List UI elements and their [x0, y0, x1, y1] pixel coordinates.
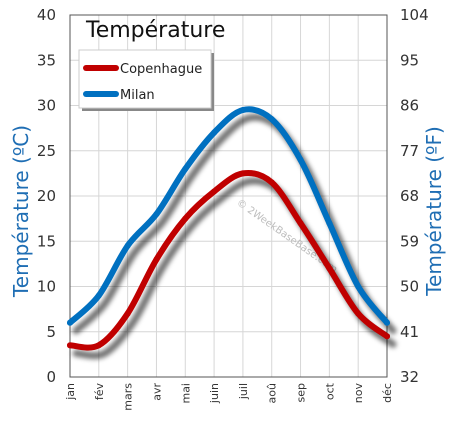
- data-point-copenhague: [355, 310, 362, 317]
- x-tick-label: oct: [323, 382, 336, 400]
- legend: Copenhague Milan: [78, 49, 214, 111]
- legend-label-milan: Milan: [120, 88, 155, 103]
- data-point-milan: [67, 319, 73, 326]
- legend-label-copenhague: Copenhague: [120, 62, 202, 77]
- data-point-milan: [297, 156, 304, 163]
- y-tick-label-left: 30: [37, 97, 56, 115]
- y-tick-label-right: 95: [400, 51, 419, 69]
- data-point-copenhague: [67, 342, 73, 349]
- x-tick-label: avr: [150, 383, 163, 401]
- x-tick-label: mars: [122, 383, 135, 411]
- x-tick-label: juil: [237, 383, 250, 400]
- data-point-copenhague: [95, 342, 102, 349]
- data-point-milan: [326, 220, 333, 227]
- series-lines: [67, 106, 397, 360]
- x-tick-label: sep: [295, 383, 308, 402]
- data-point-copenhague: [182, 215, 189, 222]
- y-tick-label-right: 104: [400, 6, 429, 24]
- x-tick-label: aoû: [266, 383, 279, 403]
- plot-frame: [69, 14, 388, 378]
- series-line-copenhague: [67, 170, 390, 351]
- x-tick-label: déc: [381, 383, 394, 403]
- data-point-copenhague: [384, 333, 390, 340]
- data-point-milan: [268, 116, 275, 123]
- x-tick-label: fév: [93, 383, 106, 401]
- data-point-milan: [384, 319, 390, 326]
- data-point-milan: [124, 242, 131, 249]
- data-point-milan: [355, 283, 362, 290]
- y-tick-label-right: 77: [400, 142, 419, 160]
- chart-title: Température: [85, 18, 225, 43]
- x-axis-ticks: jan fév mars avr mai juin juil aoû sep oct nov déc: [64, 382, 394, 410]
- x-tick-label: jan: [64, 383, 77, 401]
- y-axis-title-left: Température (ºC): [9, 125, 33, 298]
- data-point-copenhague: [326, 265, 333, 272]
- data-point-milan: [182, 165, 189, 172]
- data-point-copenhague: [239, 170, 246, 177]
- y-tick-label-right: 32: [400, 368, 419, 386]
- y-tick-label-left: 5: [46, 323, 56, 341]
- y-axis-title-right: Température (ºF): [422, 126, 446, 297]
- x-tick-label: nov: [352, 383, 365, 404]
- data-point-milan: [95, 292, 102, 299]
- data-point-milan: [153, 211, 160, 218]
- y-tick-label-left: 20: [37, 187, 56, 205]
- y-tick-label-right: 86: [400, 97, 419, 115]
- y-tick-label-left: 40: [37, 6, 56, 24]
- y-tick-label-left: 0: [46, 368, 56, 386]
- y-tick-label-left: 25: [37, 142, 56, 160]
- data-point-copenhague: [211, 188, 218, 195]
- y-tick-label-right: 50: [400, 278, 419, 296]
- data-point-copenhague: [124, 310, 131, 317]
- data-point-copenhague: [268, 179, 275, 186]
- left-y-axis-ticks: 0 5 10 15 20 25 30 35 40: [37, 6, 56, 386]
- y-tick-label-left: 10: [37, 278, 56, 296]
- legend-box: [78, 49, 212, 109]
- y-tick-label-right: 59: [400, 232, 419, 250]
- data-point-copenhague: [297, 220, 304, 227]
- y-tick-label-right: 68: [400, 187, 419, 205]
- x-tick-label: mai: [179, 383, 192, 404]
- data-point-milan: [211, 129, 218, 136]
- data-point-copenhague: [153, 256, 160, 263]
- right-y-axis-ticks: 32 41 50 59 68 77 86 95 104: [400, 6, 429, 386]
- y-tick-label-right: 41: [400, 323, 419, 341]
- y-tick-label-left: 15: [37, 232, 56, 250]
- x-tick-label: juin: [208, 383, 221, 404]
- data-point-milan: [239, 107, 246, 114]
- y-tick-label-left: 35: [37, 51, 56, 69]
